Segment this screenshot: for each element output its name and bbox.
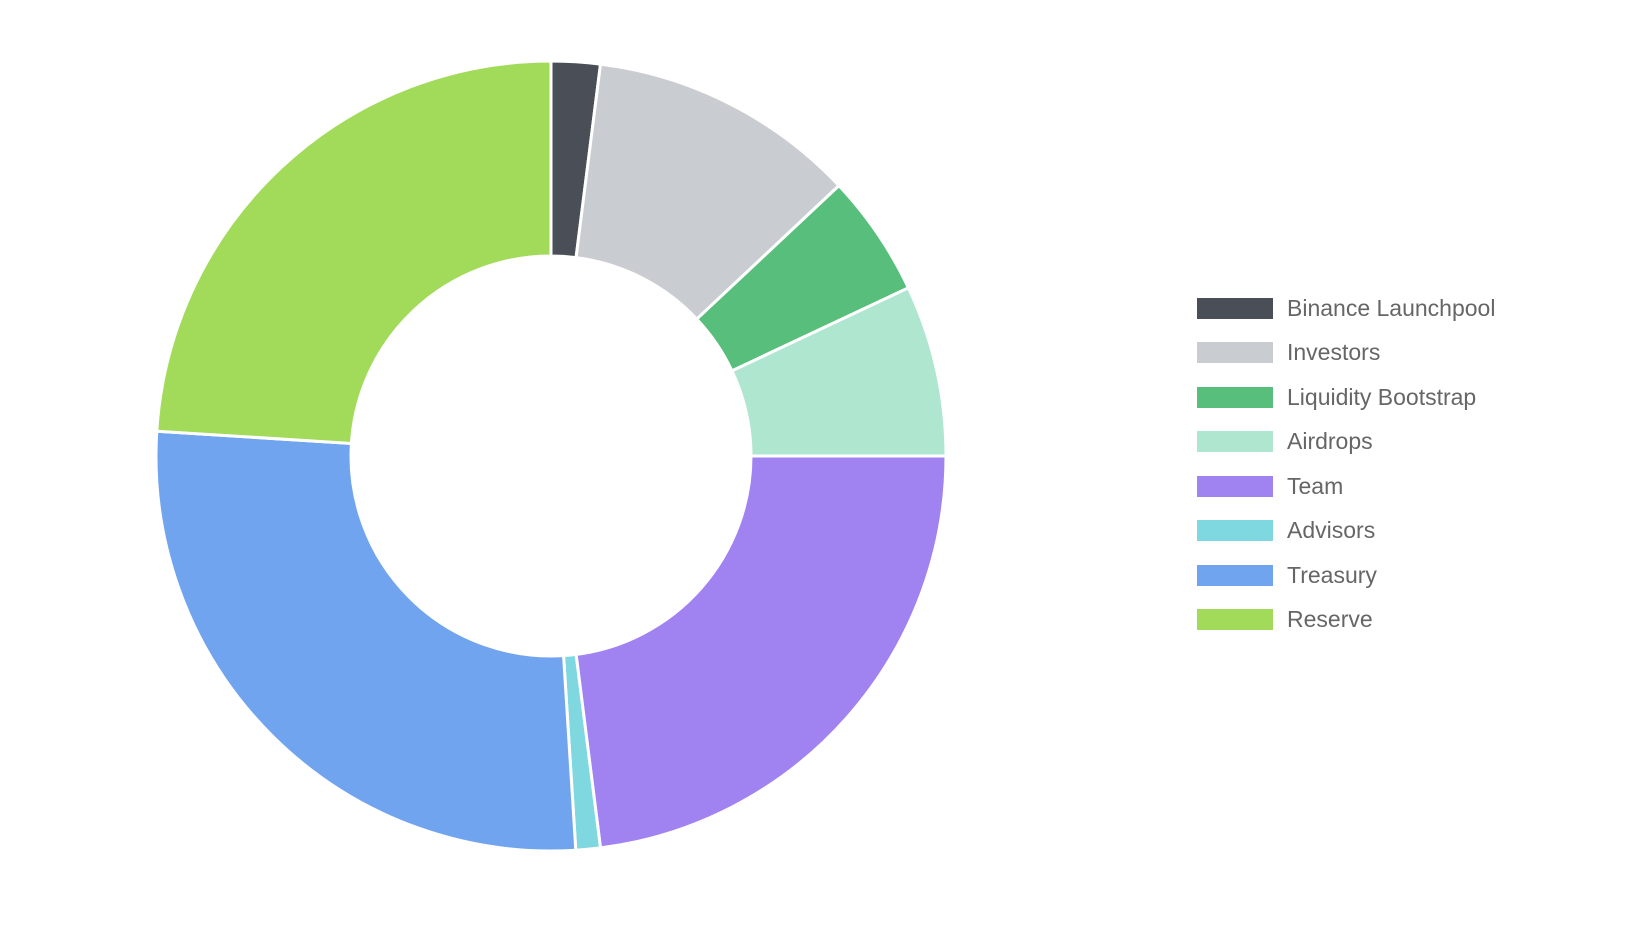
- slice-team[interactable]: [574, 454, 948, 850]
- legend-label: Binance Launchpool: [1287, 294, 1496, 321]
- legend-item-treasury[interactable]: Treasury: [1197, 553, 1495, 598]
- legend-item-advisors[interactable]: Advisors: [1197, 509, 1495, 554]
- legend-label: Reserve: [1287, 606, 1373, 633]
- legend-item-team[interactable]: Team: [1197, 464, 1495, 509]
- legend-swatch: [1197, 475, 1273, 497]
- legend-swatch: [1197, 520, 1273, 542]
- legend-swatch: [1197, 386, 1273, 408]
- legend-label: Team: [1287, 472, 1344, 499]
- legend-swatch: [1197, 297, 1273, 319]
- legend-label: Airdrops: [1287, 428, 1373, 455]
- legend-label: Liquidity Bootstrap: [1287, 383, 1477, 410]
- chart-legend: Binance Launchpool Investors Liquidity Boo…: [1197, 286, 1495, 642]
- slice-investors[interactable]: [574, 62, 842, 322]
- legend-swatch: [1197, 342, 1273, 364]
- legend-label: Treasury: [1287, 561, 1377, 588]
- legend-item-binance-launchpool[interactable]: Binance Launchpool: [1197, 286, 1495, 331]
- legend-item-reserve[interactable]: Reserve: [1197, 598, 1495, 643]
- slice-reserve[interactable]: [155, 59, 553, 446]
- legend-swatch: [1197, 431, 1273, 453]
- legend-label: Investors: [1287, 339, 1381, 366]
- legend-swatch: [1197, 564, 1273, 586]
- legend-item-airdrops[interactable]: Airdrops: [1197, 420, 1495, 465]
- legend-label: Advisors: [1287, 517, 1376, 544]
- legend-item-investors[interactable]: Investors: [1197, 331, 1495, 376]
- legend-item-liquidity-bootstrap[interactable]: Liquidity Bootstrap: [1197, 375, 1495, 420]
- slice-treasury[interactable]: [154, 429, 578, 853]
- legend-swatch: [1197, 609, 1273, 631]
